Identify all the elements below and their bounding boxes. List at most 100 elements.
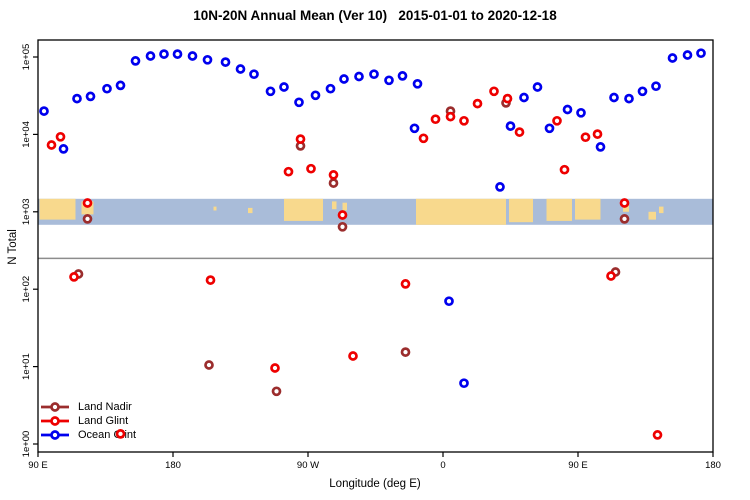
data-point-land-glint	[430, 114, 441, 125]
map-band-land-patch	[342, 202, 347, 211]
data-point-ocean-glint	[412, 78, 423, 89]
legend: Land Nadir Land Glint Ocean Glint	[40, 400, 136, 442]
data-point-ocean-glint	[532, 82, 543, 92]
data-point-ocean-glint	[187, 51, 198, 61]
data-point-land-glint	[418, 133, 429, 144]
data-point-land-glint	[82, 198, 93, 208]
data-point-land-nadir	[400, 347, 411, 357]
data-point-land-nadir	[271, 386, 282, 397]
data-point-land-glint	[328, 170, 339, 180]
legend-symbol-open-circle-icon	[41, 416, 69, 426]
data-point-land-glint	[348, 351, 358, 361]
map-band-land-patch	[648, 211, 656, 220]
y-tick-label: 1e+04	[21, 121, 32, 148]
data-point-land-glint	[69, 272, 79, 282]
data-point-land-nadir	[337, 221, 348, 232]
data-point-ocean-glint	[249, 69, 259, 80]
legend-label-land-nadir: Land Nadir	[78, 401, 132, 413]
data-point-ocean-glint	[294, 97, 304, 108]
data-point-land-glint	[445, 111, 456, 122]
data-point-ocean-glint	[544, 123, 555, 134]
data-point-land-glint	[652, 430, 663, 440]
data-point-ocean-glint	[85, 91, 96, 102]
data-point-land-nadir	[82, 214, 93, 224]
data-point-ocean-glint	[310, 90, 321, 101]
data-point-land-glint	[580, 132, 591, 143]
x-tick-label: 90 W	[297, 460, 319, 471]
y-tick-label: 1e+00	[21, 431, 32, 458]
data-point-ocean-glint	[159, 49, 169, 59]
map-band-land-patch	[39, 198, 76, 220]
data-point-ocean-glint	[595, 142, 606, 152]
x-tick-label: 180	[705, 460, 721, 471]
map-band-land-patch	[546, 198, 572, 221]
data-point-land-glint	[270, 363, 280, 373]
map-band-land-patch	[248, 207, 253, 214]
data-point-land-glint	[514, 127, 525, 137]
legend-item-land-glint: Land Glint	[40, 414, 136, 428]
data-point-ocean-glint	[145, 51, 156, 61]
data-point-ocean-glint	[505, 121, 516, 131]
data-point-land-glint	[55, 131, 66, 142]
data-point-ocean-glint	[279, 82, 289, 92]
data-point-ocean-glint	[220, 57, 231, 67]
x-tick-label: 0	[440, 460, 445, 471]
data-point-ocean-glint	[459, 378, 469, 389]
chart-title: 10N-20N Annual Mean (Ver 10) 2015-01-01 …	[193, 8, 557, 23]
data-point-ocean-glint	[235, 64, 246, 74]
data-point-land-glint	[606, 271, 616, 281]
data-point-ocean-glint	[384, 75, 394, 86]
data-point-ocean-glint	[609, 92, 619, 103]
data-point-ocean-glint	[409, 123, 420, 134]
data-point-ocean-glint	[325, 83, 336, 94]
map-band-land-patch	[416, 198, 506, 225]
x-tick-label: 90 E	[568, 460, 588, 471]
data-point-ocean-glint	[202, 54, 213, 65]
map-band-land-patch	[332, 201, 337, 210]
data-point-ocean-glint	[265, 86, 276, 97]
map-band-land-patch	[659, 206, 664, 214]
data-point-ocean-glint	[339, 74, 349, 84]
map-band-land-patch	[509, 198, 533, 223]
y-tick-label: 1e+03	[21, 198, 32, 225]
data-point-land-glint	[205, 275, 216, 285]
y-tick-label: 1e+02	[21, 276, 32, 303]
data-point-ocean-glint	[72, 93, 82, 104]
x-axis-label: Longitude (deg E)	[329, 478, 421, 490]
data-point-land-glint	[559, 164, 570, 175]
data-point-ocean-glint	[115, 80, 126, 91]
data-point-ocean-glint	[624, 93, 634, 104]
data-point-ocean-glint	[58, 144, 69, 154]
data-point-land-glint	[552, 115, 562, 126]
data-point-land-nadir	[328, 178, 339, 188]
data-point-land-glint	[337, 210, 348, 220]
legend-item-land-nadir: Land Nadir	[40, 400, 136, 414]
data-point-ocean-glint	[172, 49, 183, 59]
data-point-ocean-glint	[444, 296, 454, 307]
data-point-land-glint	[46, 140, 57, 150]
y-tick-label: 1e+01	[21, 353, 32, 380]
data-point-land-glint	[115, 429, 126, 439]
data-point-ocean-glint	[354, 71, 364, 82]
y-tick-label: 1e+05	[21, 44, 32, 71]
data-point-land-glint	[400, 279, 411, 289]
data-point-land-glint	[306, 163, 316, 174]
map-band-ocean	[38, 198, 713, 225]
data-point-land-nadir	[619, 214, 630, 224]
data-point-ocean-glint	[369, 69, 379, 80]
data-point-land-glint	[283, 166, 294, 177]
data-point-ocean-glint	[519, 92, 529, 103]
data-point-ocean-glint	[696, 48, 706, 59]
data-point-land-glint	[502, 93, 513, 104]
data-point-land-glint	[619, 198, 630, 208]
data-point-ocean-glint	[637, 86, 648, 97]
plot-border	[37, 39, 714, 453]
data-point-land-nadir	[204, 360, 214, 370]
data-point-ocean-glint	[562, 104, 573, 115]
data-point-ocean-glint	[397, 71, 408, 81]
data-point-land-glint	[592, 129, 603, 139]
data-point-ocean-glint	[130, 56, 141, 66]
legend-symbol-open-circle-icon	[41, 402, 69, 412]
map-band-land-patch	[213, 206, 217, 211]
